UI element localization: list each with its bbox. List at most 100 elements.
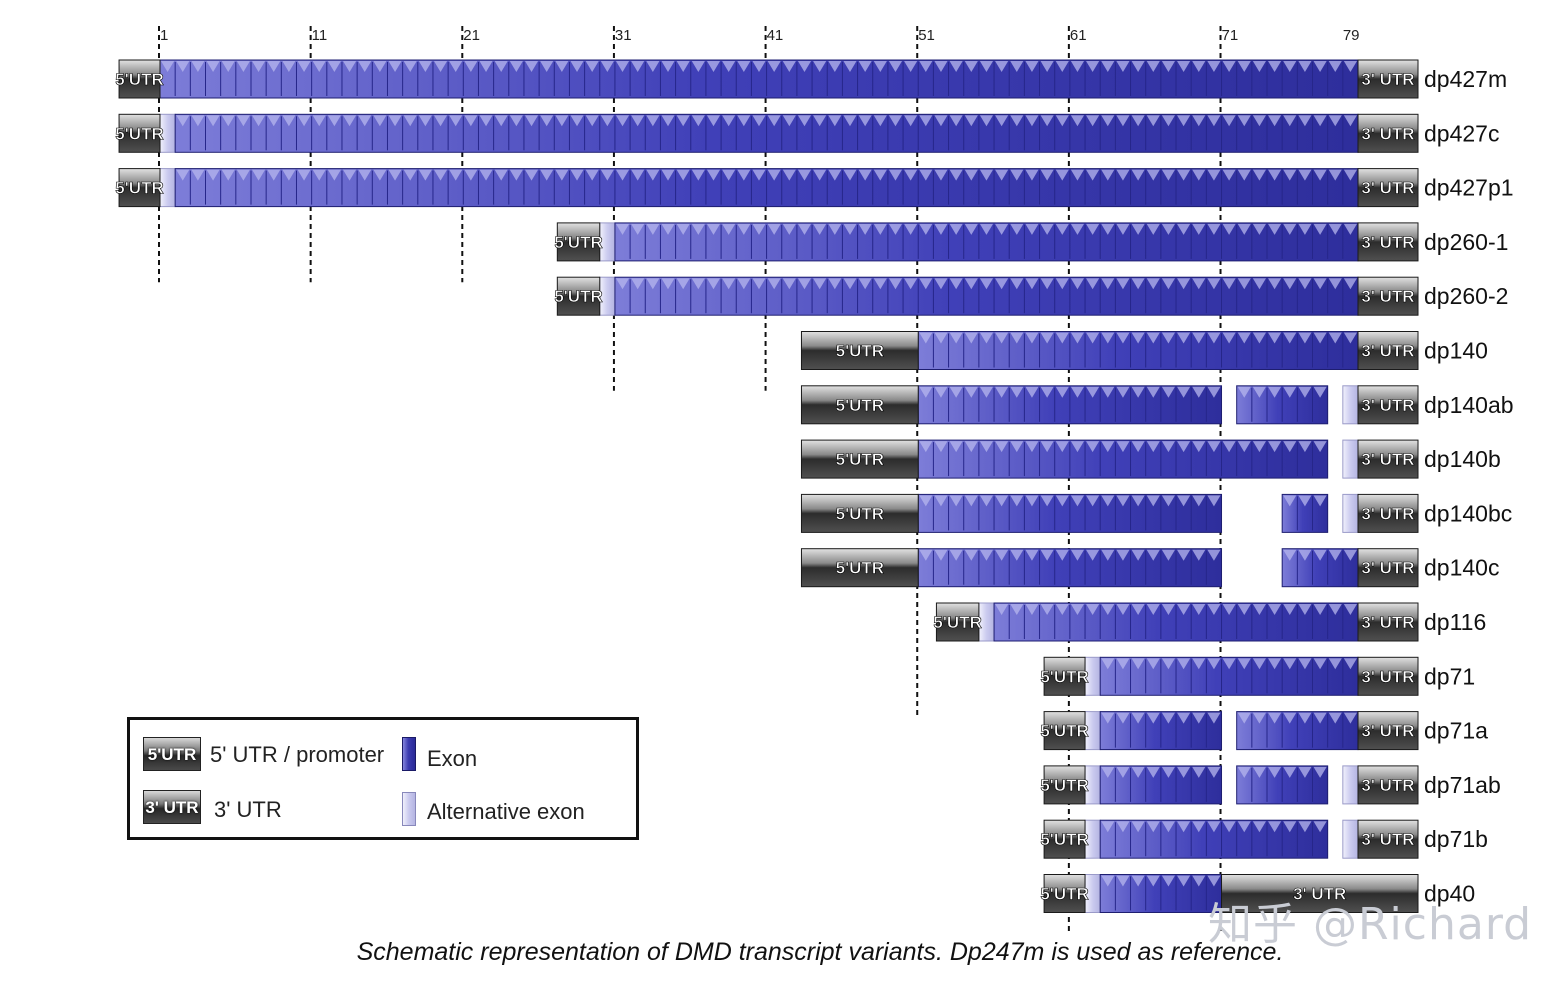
utr5-dp140ab: 5'UTR <box>800 385 919 425</box>
transcript-name-dp71: dp71 <box>1424 663 1475 689</box>
exon-block-dp140-0 <box>917 331 1359 370</box>
exon-block-dp140c-1 <box>1281 548 1359 588</box>
exon-block-dp140ab-0 <box>917 385 1223 425</box>
exon-tick-71: 71 <box>1222 27 1239 44</box>
exon-block-dp260-2-1 <box>614 276 1359 316</box>
utr3-dp427m: 3' UTR <box>1357 59 1419 99</box>
alt-exon-dp140bc-2 <box>1342 493 1359 533</box>
transcript-dp140c: dp140c <box>917 548 1499 588</box>
exon-block-dp71ab-2 <box>1236 765 1329 805</box>
exon-block-dp71a-1 <box>1099 711 1223 751</box>
utr3-dp140ab-label: 3' UTR <box>1361 396 1414 415</box>
exon-block-dp140c-0 <box>917 548 1223 588</box>
utr3-dp427c-label: 3' UTR <box>1361 124 1414 143</box>
utr3-dp427m-label: 3' UTR <box>1361 70 1414 89</box>
legend-utr3-chip: 3' UTR <box>143 790 201 824</box>
transcript-dp140ab: dp140ab <box>917 385 1514 425</box>
exon-block-dp71ab-1 <box>1099 765 1223 805</box>
utr3-dp71b-label: 3' UTR <box>1361 830 1414 849</box>
transcript-dp116: dp116 <box>978 602 1486 642</box>
utr5-dp140b: 5'UTR <box>800 439 919 479</box>
transcript-dp40: dp40 <box>1084 874 1475 913</box>
exon-block-dp40-1 <box>1099 874 1223 913</box>
utr3-dp40-label: 3' UTR <box>1293 885 1346 904</box>
utr5-dp71ab: 5'UTR <box>1040 765 1089 805</box>
utr3-dp116: 3' UTR <box>1357 602 1419 642</box>
utr5-dp71ab-label: 5'UTR <box>1040 776 1088 795</box>
exon-tick-21: 21 <box>463 27 480 44</box>
utr3-dp116-label: 3' UTR <box>1361 613 1414 632</box>
utr5-dp427m-label: 5'UTR <box>115 70 163 89</box>
exon-block-dp140ab-1 <box>1236 385 1329 425</box>
transcript-name-dp260-1: dp260-1 <box>1424 229 1508 255</box>
legend-exon-swatch <box>402 737 416 771</box>
alt-exon-dp71ab-3 <box>1342 765 1359 805</box>
utr5-dp427p1-label: 5'UTR <box>115 179 163 198</box>
transcript-name-dp140bc: dp140bc <box>1424 500 1512 526</box>
exon-block-dp71b-1 <box>1099 819 1329 859</box>
transcript-dp140b: dp140b <box>917 439 1501 479</box>
utr5-dp71: 5'UTR <box>1040 656 1089 696</box>
transcript-dp427c: dp427c <box>159 113 1499 153</box>
transcript-name-dp427p1: dp427p1 <box>1424 175 1514 201</box>
transcript-name-dp40: dp40 <box>1424 881 1475 907</box>
transcript-name-dp140c: dp140c <box>1424 555 1499 581</box>
exon-tick-51: 51 <box>918 27 935 44</box>
transcript-dp260-1: dp260-1 <box>599 222 1508 262</box>
alt-exon-dp140b-1 <box>1342 439 1359 479</box>
utr5-dp260-2: 5'UTR <box>554 276 603 316</box>
exon-block-dp116-1 <box>993 602 1359 642</box>
utr5-dp71b-label: 5'UTR <box>1040 830 1088 849</box>
figure-caption: Schematic representation of DMD transcri… <box>356 938 1284 966</box>
utr3-dp260-1: 3' UTR <box>1357 222 1419 262</box>
exon-block-dp140bc-1 <box>1281 493 1329 533</box>
utr3-dp71a-label: 3' UTR <box>1361 722 1414 741</box>
legend-utr5-chip: 5'UTR <box>143 737 201 771</box>
legend-alt-exon-swatch <box>402 792 416 826</box>
utr5-dp140b-label: 5'UTR <box>836 450 884 469</box>
utr3-dp71: 3' UTR <box>1357 656 1419 696</box>
transcript-name-dp140b: dp140b <box>1424 446 1501 472</box>
exon-tick-41: 41 <box>767 27 784 44</box>
utr5-dp260-2-label: 5'UTR <box>554 287 602 306</box>
legend-utr3-label: 3' UTR <box>214 797 282 822</box>
legend-utr5-label: 5' UTR / promoter <box>210 742 385 767</box>
utr3-dp140b: 3' UTR <box>1357 439 1419 479</box>
utr5-dp140ab-label: 5'UTR <box>836 396 884 415</box>
utr5-dp40: 5'UTR <box>1040 874 1089 913</box>
utr5-dp71b: 5'UTR <box>1040 819 1089 859</box>
exon-block-dp427m-0 <box>159 59 1359 99</box>
utr5-dp427c: 5'UTR <box>115 113 164 153</box>
transcript-dp140bc: dp140bc <box>917 493 1512 533</box>
utr3-dp71a: 3' UTR <box>1357 711 1419 751</box>
transcript-name-dp427c: dp427c <box>1424 120 1499 146</box>
transcript-dp71b: dp71b <box>1084 819 1488 859</box>
exon-tick-61: 61 <box>1070 27 1087 44</box>
exon-block-dp427p1-1 <box>174 168 1359 208</box>
utr5-dp140bc: 5'UTR <box>800 493 919 533</box>
legend-exon-label: Exon <box>427 746 478 771</box>
utr3-dp140: 3' UTR <box>1357 331 1419 370</box>
watermark-text: 知乎 @Richard <box>1208 899 1533 950</box>
transcript-name-dp427m: dp427m <box>1424 66 1507 92</box>
exon-tick-31: 31 <box>615 27 632 44</box>
transcript-dp260-2: dp260-2 <box>599 276 1508 316</box>
utr5-dp427c-label: 5'UTR <box>115 124 163 143</box>
exon-tick-labels: 1 11 21 31 41 51 61 71 79 <box>160 27 1360 44</box>
utr3-dp140-label: 3' UTR <box>1361 342 1414 361</box>
utr3-dp71-label: 3' UTR <box>1361 667 1414 686</box>
exon-block-dp71-1 <box>1099 656 1359 696</box>
utr3-dp71b: 3' UTR <box>1357 819 1419 859</box>
transcript-dp71a: dp71a <box>1084 711 1488 751</box>
utr3-dp427p1: 3' UTR <box>1357 168 1419 208</box>
transcript-name-dp140ab: dp140ab <box>1424 392 1514 418</box>
utr5-dp71a: 5'UTR <box>1040 711 1089 751</box>
utr5-dp260-1-label: 5'UTR <box>554 233 602 252</box>
exon-block-dp140bc-0 <box>917 493 1223 533</box>
utr5-dp140c: 5'UTR <box>800 548 919 588</box>
utr5-dp71a-label: 5'UTR <box>1040 722 1088 741</box>
exon-tick-11: 11 <box>312 27 328 44</box>
utr3-dp140bc: 3' UTR <box>1357 493 1419 533</box>
utr3-dp140c: 3' UTR <box>1357 548 1419 588</box>
